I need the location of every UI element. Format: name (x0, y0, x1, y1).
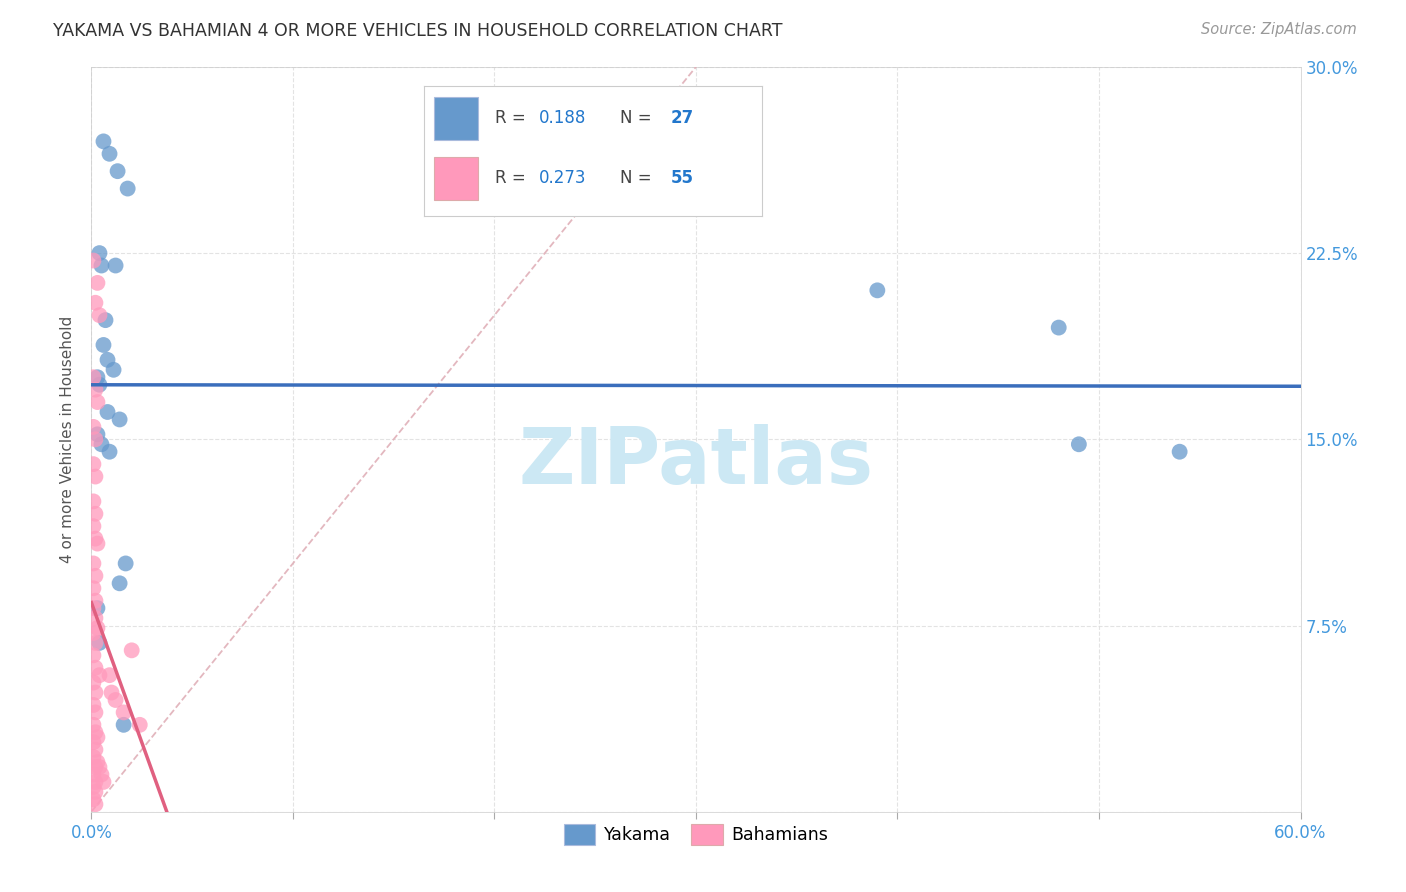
Point (84, 636, 107, 650)
Point (84, 593, 107, 607)
Point (103, 363, 125, 377)
Point (89, 668, 111, 682)
Point (90, 259, 112, 273)
Point (86, 601, 108, 615)
Point (86, 427, 108, 442)
Point (89, 760, 111, 774)
Point (84, 469, 107, 483)
Point (82, 750, 104, 764)
Point (94, 313, 117, 327)
Point (89, 377, 111, 392)
Point (82, 519, 104, 533)
Point (86, 730, 108, 744)
Point (86, 755, 108, 769)
Point (82, 253, 104, 268)
Point (112, 718, 135, 732)
Point (89, 308, 111, 322)
Point (84, 797, 107, 812)
Point (84, 295, 107, 310)
Point (112, 706, 135, 720)
Point (84, 383, 107, 397)
Point (84, 706, 107, 720)
Point (84, 725, 107, 739)
Legend: Yakama, Bahamians: Yakama, Bahamians (557, 817, 835, 852)
Point (84, 433, 107, 447)
Point (96, 352, 118, 367)
Point (89, 246, 111, 260)
Point (114, 557, 136, 571)
Point (84, 661, 107, 675)
Point (866, 284, 889, 298)
Point (104, 693, 127, 707)
Point (93, 338, 115, 352)
Point (82, 626, 104, 640)
Point (82, 494, 104, 508)
Point (104, 259, 127, 273)
Point (121, 643, 143, 657)
Point (82, 675, 104, 690)
Point (108, 412, 131, 426)
Point (82, 792, 104, 806)
Point (98, 444, 121, 458)
Point (82, 601, 104, 615)
Point (90, 767, 112, 781)
Point (84, 742, 107, 756)
Point (84, 760, 107, 774)
Point (90, 437, 112, 451)
Point (128, 718, 150, 732)
Point (82, 457, 104, 471)
Point (100, 685, 122, 699)
Point (82, 370, 104, 384)
Point (84, 569, 107, 583)
Y-axis label: 4 or more Vehicles in Household: 4 or more Vehicles in Household (60, 316, 76, 563)
Point (86, 621, 108, 635)
Point (82, 557, 104, 571)
Point (84, 685, 107, 699)
Point (82, 767, 104, 781)
Point (86, 395, 108, 409)
Point (82, 582, 104, 596)
Point (84, 775, 107, 789)
Point (82, 735, 104, 749)
Point (82, 780, 104, 794)
Point (107, 164, 129, 178)
Point (93, 775, 115, 789)
Text: YAKAMA VS BAHAMIAN 4 OR MORE VEHICLES IN HOUSEHOLD CORRELATION CHART: YAKAMA VS BAHAMIAN 4 OR MORE VEHICLES IN… (53, 22, 783, 40)
Point (84, 785, 107, 799)
Point (84, 611, 107, 625)
Point (86, 370, 108, 384)
Point (82, 420, 104, 434)
Point (1047, 320, 1070, 334)
Point (96, 405, 118, 419)
Point (82, 698, 104, 712)
Text: ZIPatlas: ZIPatlas (519, 424, 873, 500)
Point (1168, 444, 1191, 458)
Point (108, 576, 131, 591)
Point (93, 134, 115, 148)
Point (84, 507, 107, 521)
Point (89, 636, 111, 650)
Point (98, 146, 121, 161)
Point (98, 668, 121, 682)
Text: Source: ZipAtlas.com: Source: ZipAtlas.com (1201, 22, 1357, 37)
Point (82, 648, 104, 663)
Point (82, 718, 104, 732)
Point (86, 536, 108, 550)
Point (117, 181, 139, 195)
Point (84, 532, 107, 546)
Point (86, 276, 108, 290)
Point (1067, 437, 1090, 451)
